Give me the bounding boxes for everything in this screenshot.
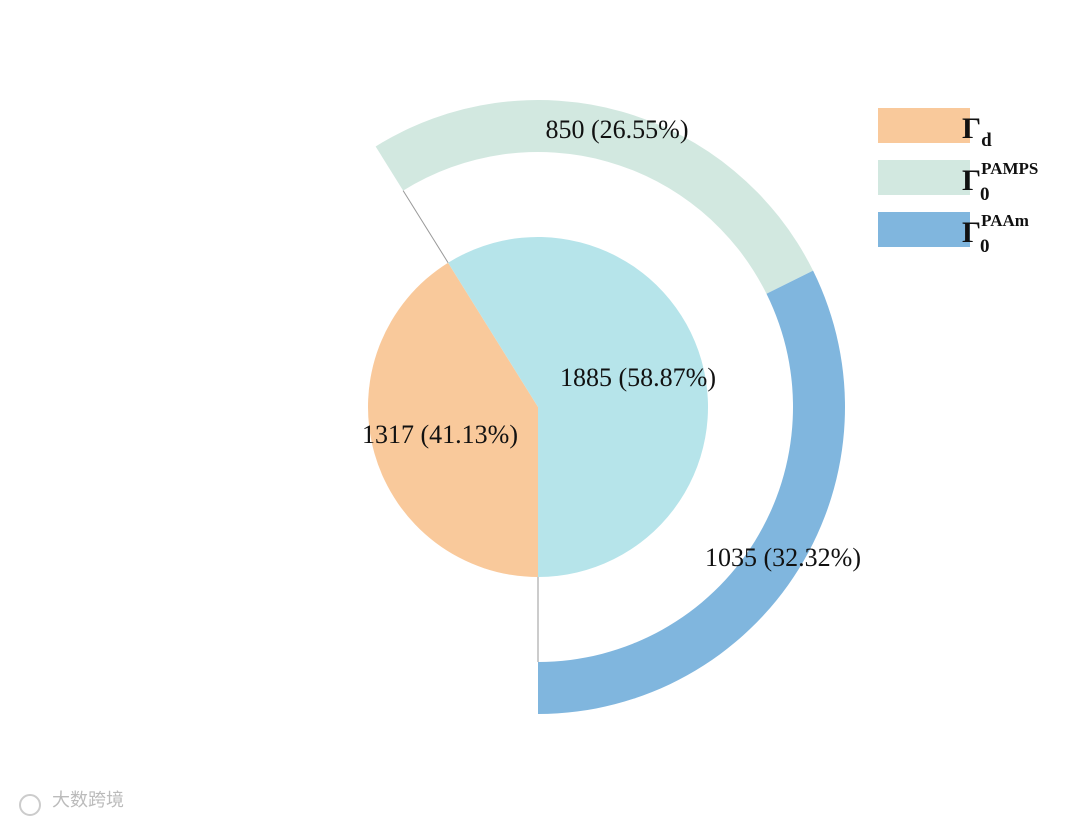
data-label: 850 (26.55%)	[546, 115, 689, 144]
legend-label: Γd	[962, 112, 992, 151]
connector-line	[402, 190, 449, 263]
legend-symbol: Γ	[962, 112, 981, 145]
legend-swatch	[878, 160, 970, 195]
pie-slice	[448, 237, 708, 578]
legend-label: ΓPAAm 0	[962, 211, 1029, 257]
legend-sup: PAMPS	[981, 159, 1038, 178]
legend-sub: 0	[980, 184, 990, 205]
legend-symbol: Γ	[962, 164, 981, 197]
legend-swatch	[878, 212, 970, 247]
data-label: 1035 (32.32%)	[705, 543, 861, 572]
pie-slice	[368, 262, 538, 577]
ring-segment	[375, 99, 814, 294]
legend-sub: d	[981, 130, 992, 151]
legend-sub: 0	[980, 236, 990, 257]
legend-symbol: Γ	[962, 216, 981, 249]
watermark: 大数跨境	[52, 790, 124, 811]
legend-label: ΓPAMPS 0	[962, 159, 1038, 205]
legend-sup: PAAm	[981, 211, 1029, 230]
watermark-icon	[19, 794, 41, 816]
data-label: 1317 (41.13%)	[362, 420, 518, 449]
ring-segment	[538, 270, 845, 714]
legend-swatch	[878, 108, 970, 143]
data-label: 1885 (58.87%)	[560, 363, 716, 392]
